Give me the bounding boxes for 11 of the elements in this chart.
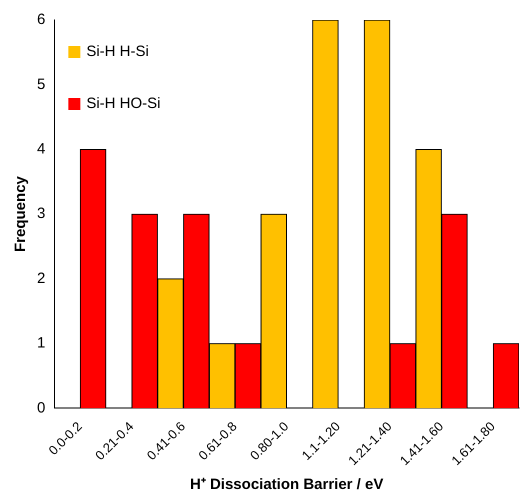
y-tick-label: 5 — [37, 76, 46, 93]
y-tick-label: 2 — [37, 270, 46, 287]
y-tick-label: 6 — [37, 11, 46, 28]
y-tick-label: 1 — [37, 334, 46, 352]
y-tick-label: 3 — [37, 205, 46, 222]
y-tick-label: 0 — [37, 399, 46, 416]
x-axis-title: H⁺ Dissociation Barrier / eV — [190, 476, 384, 494]
legend-label: Si-H HO-Si — [86, 95, 161, 112]
y-tick-label: 4 — [37, 140, 46, 158]
y-axis-title: Frequency — [12, 175, 30, 252]
legend-label: Si-H H-Si — [86, 43, 149, 60]
